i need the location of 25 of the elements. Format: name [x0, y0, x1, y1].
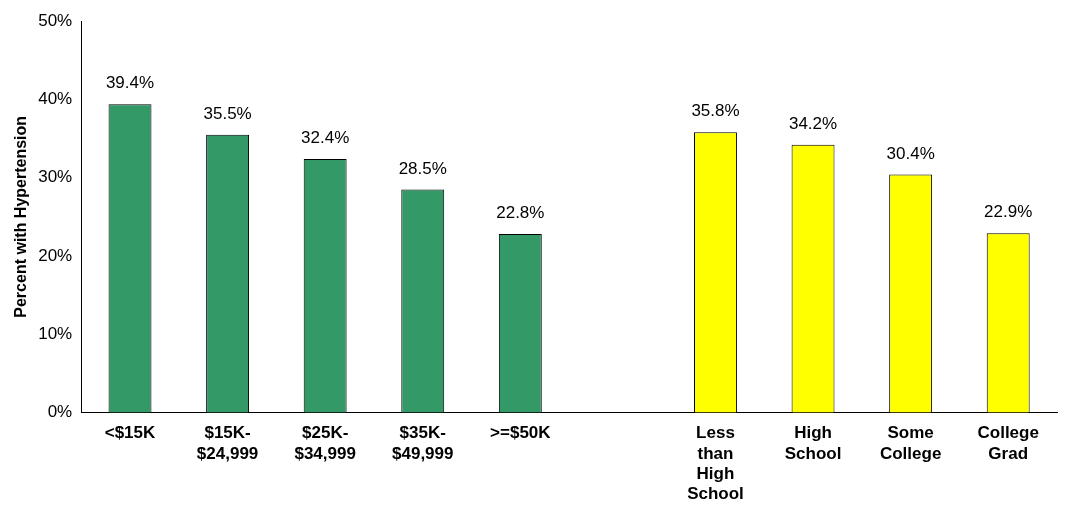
y-axis-title: Percent with Hypertension	[12, 115, 30, 318]
data-label: 30.4%	[886, 143, 935, 163]
y-tick-label: 30%	[38, 167, 73, 187]
y-tick-label: 20%	[38, 245, 73, 265]
x-tick-label: High School	[784, 423, 842, 463]
data-label: 22.8%	[496, 203, 545, 223]
x-tick-label: $35K-$49,999	[392, 423, 454, 463]
x-tick-label: Some College	[879, 423, 942, 463]
x-tick-label: >=$50K	[490, 423, 552, 443]
x-tick-label: $25K-$34,999	[294, 423, 356, 463]
y-tick-label: 40%	[38, 89, 73, 109]
y-tick-label: 0%	[47, 402, 73, 422]
data-label: 22.9%	[984, 202, 1033, 222]
x-tick-label: Less than High School	[687, 423, 744, 504]
x-tick-label: <$15K	[104, 423, 157, 443]
data-label: 32.4%	[301, 128, 350, 148]
data-label: 34.2%	[788, 114, 838, 134]
x-tick-label: $15K-$24,999	[196, 423, 259, 463]
x-tick-label: College Grad	[977, 423, 1039, 463]
data-label: 39.4%	[105, 73, 155, 93]
data-label: 35.5%	[203, 103, 252, 123]
data-label: 28.5%	[398, 158, 447, 178]
y-tick-label: 50%	[38, 10, 73, 30]
y-tick-label: 10%	[38, 323, 73, 343]
data-label: 35.8%	[691, 101, 740, 121]
